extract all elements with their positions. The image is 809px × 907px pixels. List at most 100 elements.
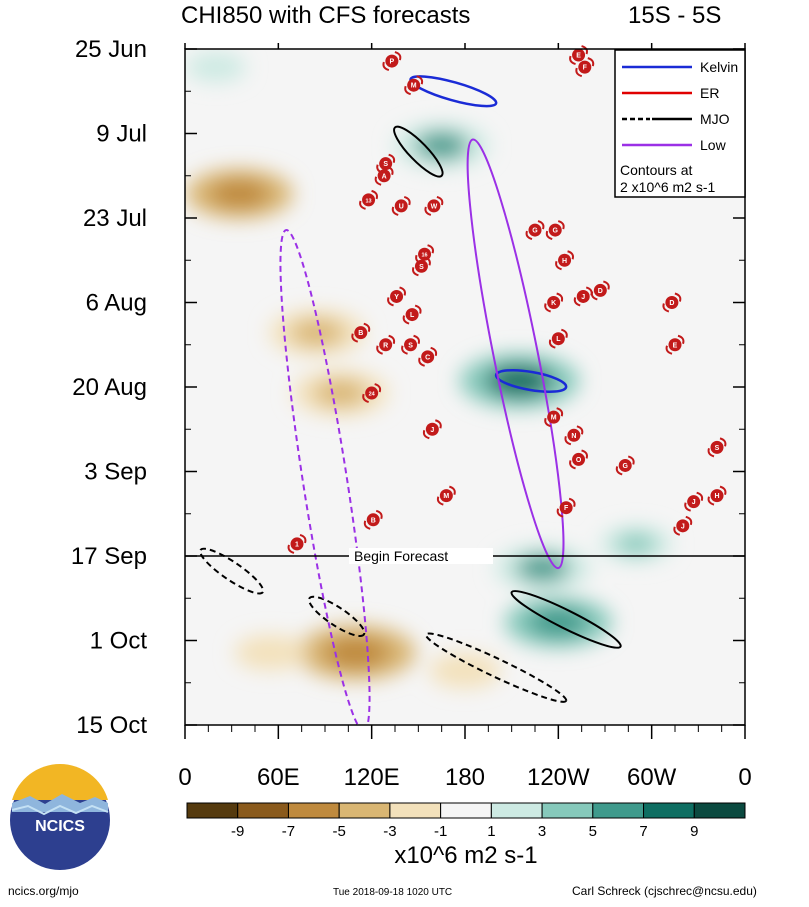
storm-label: 1 <box>295 541 299 548</box>
storm-label: J <box>692 499 696 506</box>
storm-label: H <box>562 258 567 265</box>
x-tick-label: 0 <box>738 764 751 791</box>
footer-author: Carl Schreck (cjschrec@ncsu.edu) <box>572 884 757 898</box>
storm-dot <box>394 199 408 213</box>
y-axis: 25 Jun 9 Jul 23 Jul 6 Aug 20 Aug 3 Sep 17 Sep 1… <box>71 36 745 739</box>
storm-arm <box>435 419 442 429</box>
storm-dot <box>418 247 432 261</box>
storm-arm <box>556 407 564 417</box>
colorbar-tick-label: -5 <box>333 823 346 840</box>
storm-arm <box>555 260 562 271</box>
storm-marker: A <box>374 165 394 186</box>
colorbar-swatch <box>541 802 594 819</box>
y-tick-label: 25 Jun <box>75 36 147 63</box>
storm-arm <box>391 206 399 216</box>
storm-label: M <box>443 493 449 500</box>
storm-dot <box>439 489 453 503</box>
storm-label: 24 <box>369 392 376 398</box>
storm-arm <box>416 75 424 85</box>
storm-arm <box>430 346 438 357</box>
storm-arm <box>556 292 564 302</box>
storm-marker: D <box>590 280 610 301</box>
storm-dot <box>407 78 421 92</box>
colorbar: -9 -7 -5 -3 -1 1 3 5 7 9 x10^6 m2 s-1 <box>186 802 746 869</box>
colorbar-swatch <box>693 802 746 819</box>
storm-marker: B <box>351 322 371 343</box>
storm-dot <box>362 193 376 207</box>
storm-label: Y <box>394 294 399 301</box>
anomaly-blob-core <box>445 660 485 682</box>
storm-arm <box>603 280 610 290</box>
colorbar-swatch <box>643 802 695 819</box>
storm-marker: Y <box>387 286 406 307</box>
storm-arm <box>719 437 727 447</box>
colorbar-swatch <box>490 802 543 819</box>
anomaly-blob-core <box>616 533 656 555</box>
y-tick-label: 20 Aug <box>72 374 147 401</box>
colorbar-tick-label: 9 <box>690 823 698 840</box>
chart-title: CHI850 with CFS forecasts <box>181 2 471 29</box>
legend-label-kelvin: Kelvin <box>700 59 738 75</box>
storm-arm <box>359 200 366 210</box>
storm-marker: G <box>545 220 565 241</box>
storm-label: F <box>583 65 588 72</box>
storm-arm <box>374 176 382 186</box>
colorbar-swatch <box>440 802 492 819</box>
logo-wave <box>11 804 109 816</box>
storm-label: 13 <box>365 198 371 204</box>
storm-arm <box>707 448 715 458</box>
storm-arm <box>374 383 382 393</box>
storm-dot <box>390 289 404 303</box>
storm-marker: M <box>404 75 424 96</box>
storm-arm <box>707 496 715 506</box>
storm-arm <box>684 502 691 512</box>
storm-arm <box>375 509 383 520</box>
storm-arm <box>674 292 682 302</box>
storm-label: F <box>564 505 569 512</box>
storm-marker: U <box>391 195 411 216</box>
storm-dot <box>547 296 561 309</box>
legend-note-2: 2 x10^6 m2 s-1 <box>620 179 715 195</box>
storm-arm <box>394 51 402 61</box>
storm-marker: W <box>424 195 444 216</box>
contour-mjo-positive <box>393 125 444 178</box>
storm-label: B <box>358 330 363 337</box>
logo-text: NCICS <box>35 818 85 835</box>
storm-dot <box>710 440 724 454</box>
contour-low-positive <box>466 138 565 570</box>
contour-mjo-negative <box>199 547 265 595</box>
colorbar-tick-label: 5 <box>589 823 597 840</box>
colorbar-swatch <box>592 802 645 819</box>
storm-marker: G <box>525 220 545 241</box>
storm-arm <box>424 256 431 266</box>
storm-arm <box>556 508 564 518</box>
storm-arm <box>427 244 434 254</box>
storm-marker: P <box>382 51 402 72</box>
storm-arm <box>587 57 595 67</box>
forecast-line-group: Begin Forecast <box>185 548 745 564</box>
storm-dot <box>559 501 573 515</box>
storm-arm <box>401 345 408 355</box>
legend-box <box>614 49 746 198</box>
storm-label: N <box>571 433 576 440</box>
storm-label: M <box>551 415 557 422</box>
storm-dot <box>421 350 435 364</box>
storm-arm <box>525 230 533 241</box>
storm-arm <box>382 61 390 72</box>
storm-arm <box>567 250 574 260</box>
storm-arm <box>388 334 396 345</box>
storm-arm <box>573 297 581 307</box>
contour-mjo-negative <box>307 595 366 637</box>
storm-arm <box>351 333 359 343</box>
storm-dot <box>572 48 586 62</box>
storm-marker: L <box>402 304 422 325</box>
x-tick-label: 0 <box>178 764 191 791</box>
storm-arm <box>412 266 419 277</box>
storm-arm <box>436 195 444 206</box>
colorbar-tick-label: 3 <box>538 823 546 840</box>
colorbar-tick-label: 7 <box>639 823 647 840</box>
legend-label-mjo: MJO <box>700 111 730 127</box>
storm-arm <box>548 339 556 349</box>
x-tick-label: 120E <box>344 764 400 791</box>
